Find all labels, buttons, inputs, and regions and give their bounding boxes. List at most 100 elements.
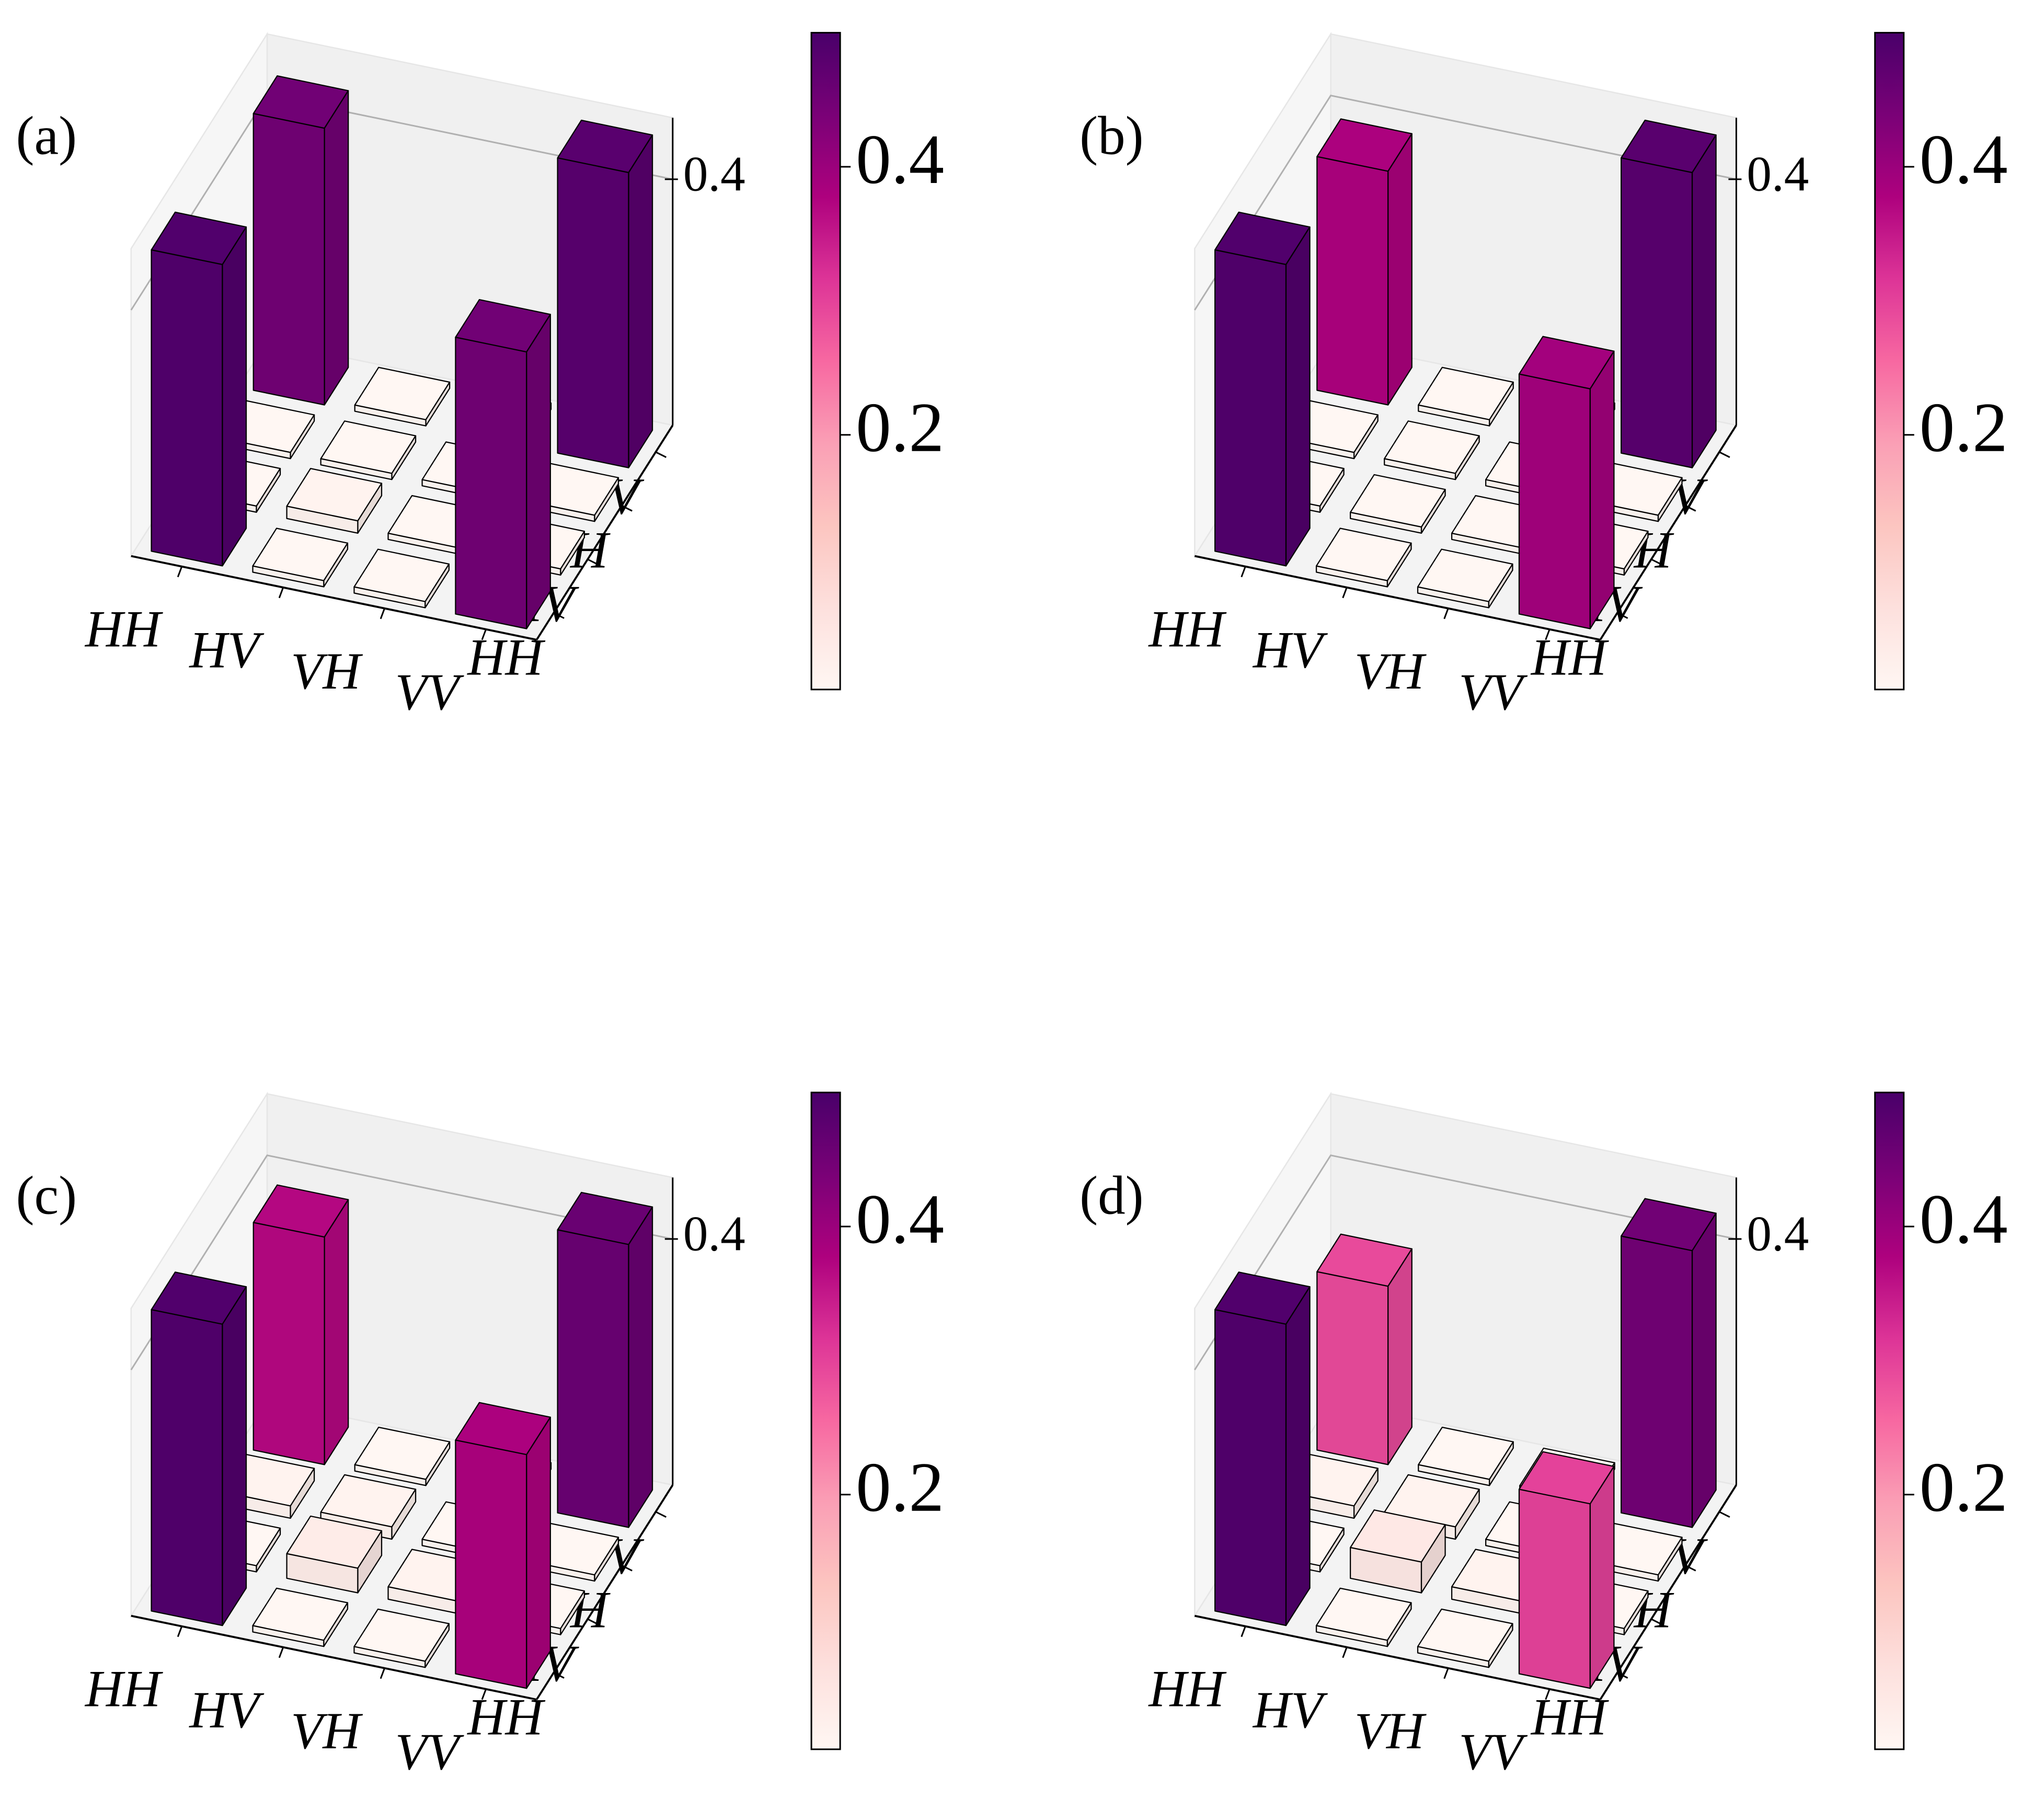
z-tick-label: 0.4 bbox=[1747, 1206, 1809, 1262]
x-tick-label: VV bbox=[1459, 1723, 1528, 1781]
bar-side bbox=[560, 531, 585, 576]
y-tick bbox=[1685, 1564, 1696, 1572]
x-tick bbox=[278, 1647, 284, 1658]
bar bbox=[354, 366, 451, 427]
x-tick bbox=[1342, 1647, 1348, 1658]
x-axis bbox=[1194, 1614, 1601, 1701]
bar-side bbox=[1489, 381, 1514, 427]
bar-side bbox=[1657, 1537, 1683, 1582]
y-tick-label: HH bbox=[1530, 628, 1609, 686]
bar-side bbox=[324, 1199, 349, 1465]
bar-side bbox=[1589, 1465, 1615, 1689]
bar-side bbox=[526, 314, 551, 629]
bar bbox=[455, 1402, 551, 1689]
bar-front bbox=[1214, 1309, 1287, 1626]
y-tick bbox=[655, 1511, 667, 1518]
bar bbox=[1315, 1587, 1412, 1647]
y-tick-label: HH bbox=[1530, 1688, 1609, 1746]
bar-side bbox=[222, 1286, 247, 1626]
x-axis bbox=[1194, 555, 1601, 641]
y-tick bbox=[1719, 451, 1730, 458]
bar-side bbox=[1454, 1488, 1480, 1540]
x-tick-label: HV bbox=[1252, 1681, 1328, 1739]
bar-front bbox=[1214, 249, 1287, 567]
bar bbox=[252, 528, 349, 588]
bar-side bbox=[357, 1530, 383, 1594]
bar-side bbox=[1420, 1524, 1446, 1594]
bar bbox=[1316, 1233, 1413, 1465]
bar-side bbox=[1489, 1441, 1514, 1486]
bar bbox=[252, 1184, 349, 1465]
bar-side bbox=[1387, 1248, 1413, 1465]
bar-front bbox=[1316, 1271, 1389, 1465]
x-tick-label: HH bbox=[1147, 1660, 1226, 1718]
bar-side bbox=[391, 435, 417, 480]
x-tick bbox=[481, 629, 487, 640]
bar bbox=[252, 1587, 349, 1647]
bar-front bbox=[252, 1222, 325, 1465]
colorbar bbox=[1874, 32, 1905, 691]
y-tick bbox=[621, 1564, 633, 1572]
z-tick-label: 0.4 bbox=[683, 146, 745, 202]
bar-side bbox=[391, 1488, 417, 1540]
y-tick bbox=[1685, 505, 1696, 512]
x-tick-label: HV bbox=[188, 621, 264, 679]
bar bbox=[1621, 1198, 1717, 1528]
bar bbox=[1418, 366, 1514, 427]
bar-side bbox=[1353, 1468, 1379, 1519]
x-tick bbox=[1443, 608, 1449, 620]
y-axis bbox=[535, 1484, 674, 1700]
y-tick-label: HH bbox=[466, 1688, 545, 1746]
colorbar-tick-label: 0.4 bbox=[1920, 1181, 2008, 1258]
bar-front bbox=[1621, 1235, 1693, 1528]
bar-front bbox=[151, 1309, 223, 1626]
bar-side bbox=[594, 477, 619, 522]
bar-side bbox=[628, 134, 653, 468]
bar-side bbox=[1488, 563, 1513, 609]
y-tick bbox=[655, 451, 667, 458]
x-tick-label: HH bbox=[1147, 600, 1226, 658]
bar-side bbox=[222, 226, 247, 567]
x-axis bbox=[131, 555, 537, 641]
panel-label: (b) bbox=[1080, 105, 1144, 166]
x-tick-label: VV bbox=[395, 1723, 464, 1781]
x-tick bbox=[1443, 1668, 1449, 1679]
bar-side bbox=[1657, 477, 1683, 522]
bar bbox=[286, 1515, 383, 1594]
bar-side bbox=[357, 483, 383, 534]
bar bbox=[1384, 420, 1480, 480]
panel-label: (a) bbox=[16, 105, 77, 166]
bar-side bbox=[1691, 1212, 1717, 1528]
bar bbox=[1518, 336, 1615, 629]
bar-side bbox=[1623, 1590, 1649, 1635]
colorbar-tick-label: 0.2 bbox=[1920, 1449, 2008, 1527]
y-tick bbox=[1616, 612, 1628, 619]
bar-side bbox=[628, 1206, 653, 1528]
bar-front bbox=[557, 157, 629, 468]
x-tick-label: HV bbox=[188, 1681, 264, 1739]
z-tick-label: 0.4 bbox=[1747, 146, 1809, 202]
bar-side bbox=[1623, 531, 1649, 576]
bar-side bbox=[323, 1602, 349, 1647]
bar bbox=[252, 75, 349, 406]
bar-side bbox=[425, 1441, 451, 1486]
colorbar-tick-label: 0.2 bbox=[856, 389, 944, 467]
bar bbox=[151, 1271, 247, 1626]
bar bbox=[353, 1608, 450, 1668]
bar-front bbox=[1518, 1488, 1591, 1689]
bar-front bbox=[1621, 157, 1693, 468]
panel-label: (d) bbox=[1080, 1164, 1144, 1225]
bar bbox=[1621, 119, 1717, 468]
bar-front bbox=[151, 249, 223, 567]
bar-side bbox=[594, 1537, 619, 1582]
x-tick bbox=[1545, 1689, 1551, 1700]
bar-side bbox=[1353, 414, 1379, 460]
colorbar bbox=[810, 32, 841, 691]
x-tick-label: VH bbox=[291, 1702, 363, 1760]
x-tick-label: VH bbox=[291, 642, 363, 700]
bar bbox=[1350, 1509, 1446, 1594]
x-tick bbox=[1241, 566, 1246, 578]
colorbar-tick-label: 0.4 bbox=[1920, 121, 2008, 199]
